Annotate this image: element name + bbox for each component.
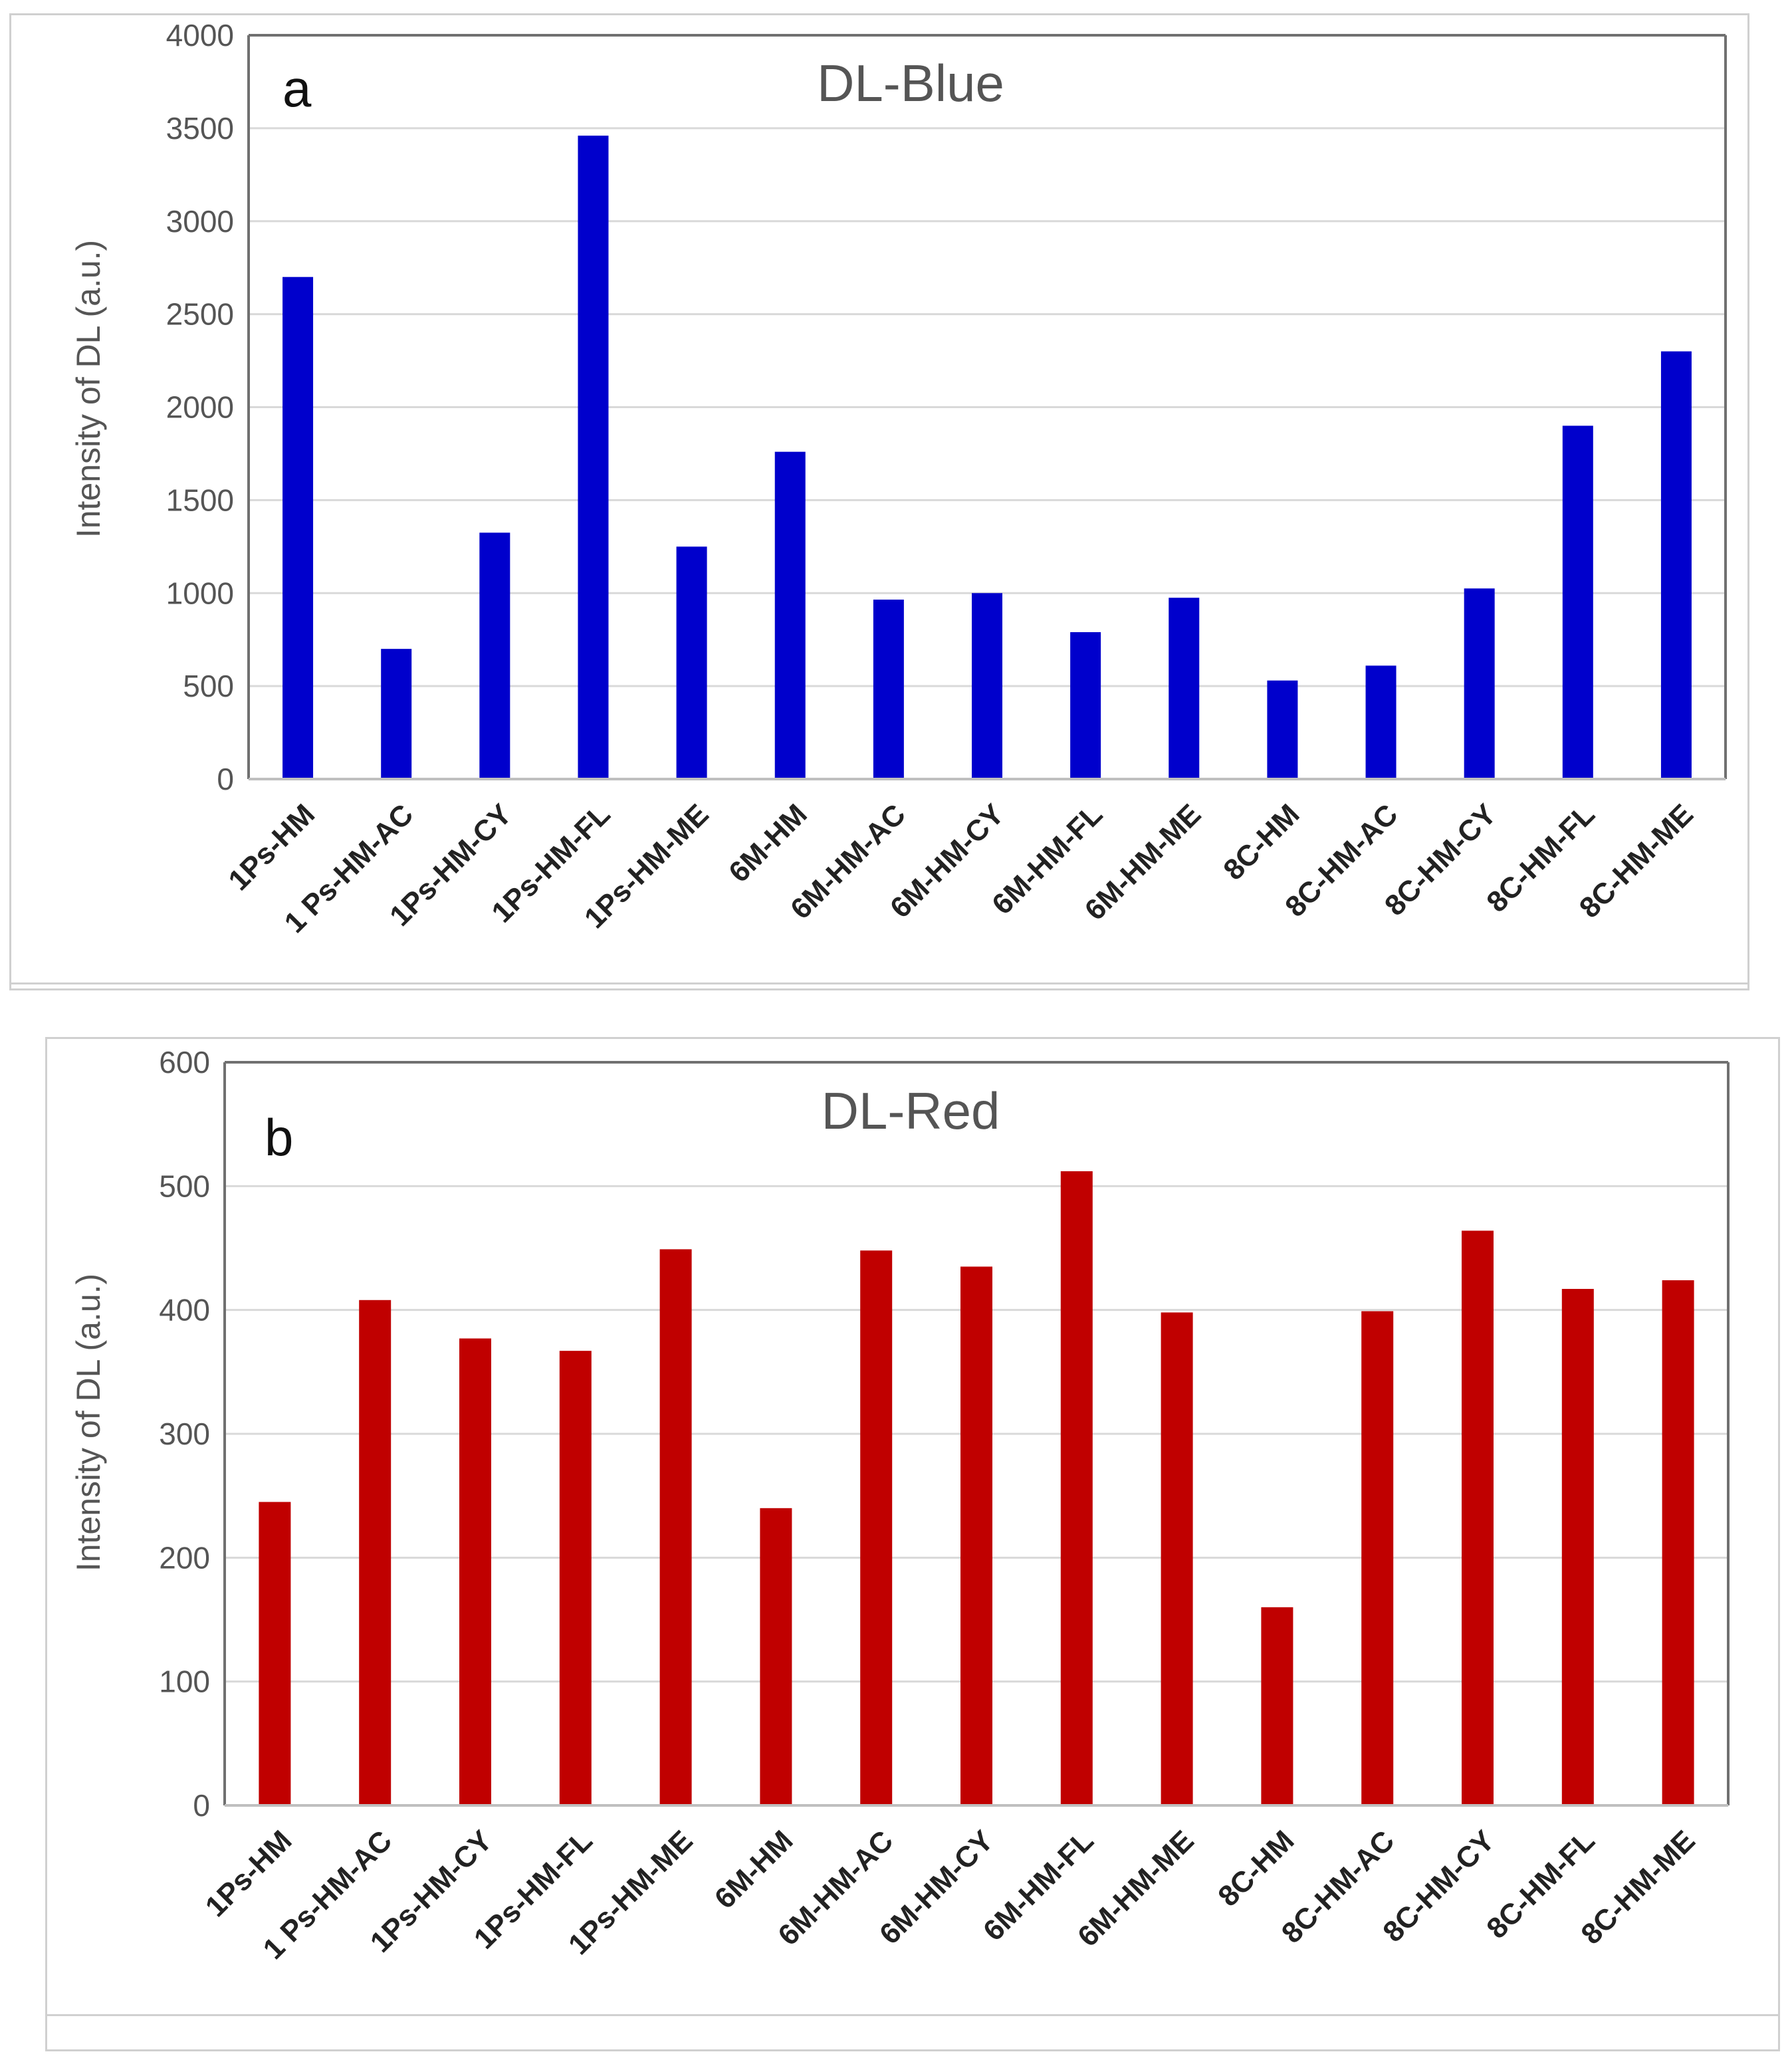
chart-a-y-tick-label: 1500 — [166, 483, 234, 517]
chart-a-bar — [972, 593, 1002, 779]
chart-b-bar — [960, 1266, 992, 1805]
chart-a-plot-border — [247, 34, 1727, 780]
chart-b-y-tick-label: 100 — [159, 1664, 210, 1699]
chart-b-bar — [1261, 1607, 1293, 1805]
chart-b-y-tick-label: 200 — [159, 1540, 210, 1575]
chart-b: 0 100 200 300 400 500 600 1Ps-HM1 Ps-HM-AC1Ps-… — [70, 1045, 1730, 1966]
chart-a-y-tick-label: 1000 — [166, 576, 234, 610]
chart-a-bar — [873, 600, 904, 779]
chart-b-y-tick-labels: 0 100 200 300 400 500 600 — [159, 1045, 210, 1823]
chart-b-bar — [1462, 1230, 1494, 1805]
chart-b-bar — [559, 1351, 592, 1805]
chart-a-bar — [282, 277, 314, 779]
chart-b-bar — [1361, 1311, 1394, 1805]
chart-b-y-tick-label: 0 — [193, 1788, 210, 1823]
chart-a-bar — [1267, 680, 1298, 779]
chart-b-y-tick-label: 400 — [159, 1293, 210, 1327]
chart-a-y-tick-label: 2000 — [166, 390, 234, 425]
chart-b-bar — [659, 1249, 692, 1805]
chart-a-bar — [1464, 588, 1495, 779]
chart-a-x-tick-label: 8C-HM — [1217, 798, 1305, 886]
chart-a-bars — [282, 136, 1692, 779]
chart-a-bar — [1660, 351, 1692, 779]
chart-a-bar — [774, 451, 806, 779]
chart-a-y-tick-labels: 0 500 1000 1500 2000 2500 3000 3500 4000 — [166, 18, 234, 796]
chart-a: 0 500 1000 1500 2000 2500 3000 3500 4000 1Ps-HM1… — [70, 18, 1727, 939]
chart-b-bar — [1161, 1312, 1193, 1805]
chart-a-bar — [578, 136, 609, 779]
chart-a-y-tick-label: 3500 — [166, 111, 234, 146]
chart-b-bar — [259, 1502, 291, 1805]
chart-b-bar — [1060, 1171, 1093, 1805]
chart-b-bar — [760, 1508, 792, 1805]
chart-b-title: DL-Red — [822, 1082, 1000, 1140]
chart-b-y-tick-label: 500 — [159, 1169, 210, 1203]
chart-a-y-tick-label: 2500 — [166, 297, 234, 332]
chart-b-x-tick-label: 1Ps-HM — [199, 1824, 298, 1923]
chart-b-x-tick-labels: 1Ps-HM1 Ps-HM-AC1Ps-HM-CY1Ps-HM-FL1Ps-HM… — [199, 1824, 1702, 1966]
chart-b-x-tick-label: 6M-HM — [709, 1824, 800, 1915]
chart-a-x-tick-labels: 1Ps-HM1 Ps-HM-AC1Ps-HM-CY1Ps-HM-FL1Ps-HM… — [222, 798, 1700, 939]
chart-a-y-tick-label: 0 — [217, 762, 234, 796]
chart-a-bar — [1562, 425, 1593, 779]
chart-b-bar — [1662, 1280, 1694, 1805]
chart-a-bar — [381, 649, 412, 779]
chart-a-bar — [479, 532, 510, 779]
chart-b-bar — [1561, 1288, 1594, 1805]
chart-b-panel-letter: b — [265, 1108, 293, 1167]
panel-a-divider — [9, 982, 1749, 984]
chart-a-panel-letter: a — [282, 59, 312, 118]
chart-b-x-tick-label: 8C-HM — [1212, 1824, 1300, 1912]
chart-a-bar — [1365, 665, 1397, 779]
chart-b-bar — [359, 1300, 392, 1805]
panel-b-divider — [45, 2014, 1780, 2016]
chart-a-y-tick-label: 3000 — [166, 204, 234, 239]
chart-b-y-tick-label: 300 — [159, 1417, 210, 1451]
chart-b-bar — [459, 1338, 491, 1805]
chart-a-y-tick-label: 4000 — [166, 18, 234, 53]
chart-b-y-tick-label: 600 — [159, 1045, 210, 1080]
chart-a-y-axis-title: Intensity of DL (a.u.) — [70, 240, 107, 538]
chart-b-bars — [259, 1171, 1694, 1805]
chart-b-plot-border — [223, 1061, 1730, 1807]
chart-b-y-axis-title: Intensity of DL (a.u.) — [70, 1274, 107, 1571]
chart-b-bar — [860, 1250, 893, 1805]
chart-a-title: DL-Blue — [817, 54, 1004, 112]
chart-a-bar — [1070, 631, 1101, 779]
chart-a-bar — [1169, 598, 1200, 779]
chart-a-bar — [676, 546, 707, 779]
chart-a-x-tick-label: 6M-HM — [723, 798, 814, 889]
chart-a-y-tick-label: 500 — [183, 669, 234, 703]
chart-a-x-tick-label: 1Ps-HM — [222, 798, 321, 897]
